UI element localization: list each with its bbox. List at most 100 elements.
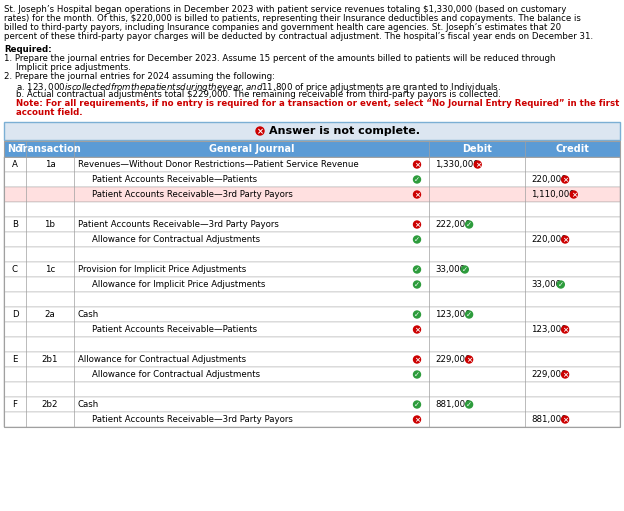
Text: Note: For all requirements, if no entry is required for a transaction or event, : Note: For all requirements, if no entry …: [16, 99, 620, 108]
Text: ✓: ✓: [414, 177, 420, 183]
Bar: [4, 292, 620, 307]
Text: ×: ×: [562, 237, 568, 243]
Bar: [4, 412, 620, 427]
Text: ✓: ✓: [466, 312, 472, 318]
Text: ×: ×: [562, 177, 568, 183]
Circle shape: [466, 311, 472, 318]
Text: ✓: ✓: [466, 222, 472, 228]
Text: ×: ×: [562, 372, 568, 378]
Bar: [4, 322, 620, 337]
Text: 1,110,000: 1,110,000: [531, 190, 575, 199]
Text: 2a: 2a: [45, 310, 56, 319]
Text: ✓: ✓: [558, 282, 564, 288]
Text: 222,000: 222,000: [435, 220, 470, 229]
Text: F: F: [12, 400, 17, 409]
Circle shape: [466, 221, 472, 228]
Text: ✓: ✓: [414, 267, 420, 273]
Text: Answer is not complete.: Answer is not complete.: [269, 126, 420, 136]
Text: B: B: [12, 220, 18, 229]
Text: ×: ×: [562, 327, 568, 333]
Text: Provision for Implicit Price Adjustments: Provision for Implicit Price Adjustments: [78, 265, 246, 274]
Circle shape: [562, 371, 568, 378]
Text: rates) for the month. Of this, $220,000 is billed to patients, representing thei: rates) for the month. Of this, $220,000 …: [4, 14, 581, 23]
Bar: [4, 337, 620, 352]
Bar: [4, 141, 620, 427]
Text: percent of these third-party payor charges will be deducted by contractual adjus: percent of these third-party payor charg…: [4, 32, 593, 41]
Text: Credit: Credit: [555, 144, 590, 154]
Bar: [4, 352, 620, 367]
Text: 220,000: 220,000: [531, 235, 567, 244]
Circle shape: [414, 401, 421, 408]
Text: account field.: account field.: [16, 108, 82, 117]
Bar: [4, 382, 620, 397]
Circle shape: [562, 236, 568, 243]
Circle shape: [414, 356, 421, 363]
Circle shape: [414, 266, 421, 273]
Circle shape: [414, 236, 421, 243]
Text: Patient Accounts Receivable—Patients: Patient Accounts Receivable—Patients: [92, 325, 257, 334]
Text: Allowance for Contractual Adjustments: Allowance for Contractual Adjustments: [92, 370, 260, 379]
Circle shape: [461, 266, 468, 273]
Text: 1,330,000: 1,330,000: [435, 160, 479, 169]
Text: ×: ×: [414, 327, 420, 333]
Text: 33,000: 33,000: [531, 280, 561, 289]
Text: E: E: [12, 355, 17, 364]
Text: 2b1: 2b1: [42, 355, 58, 364]
Text: 33,000: 33,000: [435, 265, 465, 274]
Text: ×: ×: [414, 162, 420, 168]
Circle shape: [466, 401, 472, 408]
Text: Patient Accounts Receivable—3rd Party Payors: Patient Accounts Receivable—3rd Party Pa…: [78, 220, 279, 229]
Circle shape: [414, 191, 421, 198]
Circle shape: [414, 221, 421, 228]
Text: 881,000: 881,000: [531, 415, 567, 424]
Bar: [4, 172, 620, 187]
Bar: [4, 187, 620, 202]
Text: Allowance for Contractual Adjustments: Allowance for Contractual Adjustments: [78, 355, 246, 364]
Text: 881,000: 881,000: [435, 400, 470, 409]
Bar: [4, 232, 620, 247]
Text: Cash: Cash: [78, 310, 99, 319]
Bar: [4, 367, 620, 382]
Text: b. Actual contractual adjustments total $229,000. The remaining receivable from : b. Actual contractual adjustments total …: [16, 90, 500, 99]
Text: ×: ×: [414, 192, 420, 198]
Circle shape: [256, 127, 264, 135]
Circle shape: [414, 281, 421, 288]
Bar: [4, 307, 620, 322]
Text: Patient Accounts Receivable—Patients: Patient Accounts Receivable—Patients: [92, 175, 257, 184]
Text: ×: ×: [466, 357, 472, 363]
Text: ✓: ✓: [414, 372, 420, 378]
Circle shape: [414, 311, 421, 318]
Bar: [4, 247, 620, 262]
Text: ×: ×: [414, 222, 420, 228]
Text: ×: ×: [570, 192, 577, 198]
Circle shape: [557, 281, 564, 288]
Text: 123,000: 123,000: [531, 325, 567, 334]
Bar: [4, 122, 620, 140]
Text: ×: ×: [475, 162, 480, 168]
Text: billed to third-party payors, including Insurance companies and government healt: billed to third-party payors, including …: [4, 23, 561, 32]
Text: ✓: ✓: [466, 402, 472, 408]
Text: ✓: ✓: [414, 402, 420, 408]
Circle shape: [414, 176, 421, 183]
Text: 220,000: 220,000: [531, 175, 567, 184]
Text: Required:: Required:: [4, 45, 52, 54]
Text: ×: ×: [414, 417, 420, 423]
Text: ✓: ✓: [414, 237, 420, 243]
Text: ✓: ✓: [462, 267, 468, 273]
Text: 229,000: 229,000: [435, 355, 470, 364]
Circle shape: [414, 161, 421, 168]
Text: Patient Accounts Receivable—3rd Party Payors: Patient Accounts Receivable—3rd Party Pa…: [92, 415, 293, 424]
Text: ×: ×: [256, 127, 263, 136]
Text: Allowance for Implicit Price Adjustments: Allowance for Implicit Price Adjustments: [92, 280, 265, 289]
Text: D: D: [12, 310, 18, 319]
Text: 1a: 1a: [45, 160, 56, 169]
Text: No: No: [7, 144, 22, 154]
Text: General Journal: General Journal: [209, 144, 295, 154]
Text: Debit: Debit: [462, 144, 492, 154]
Bar: [4, 262, 620, 277]
Text: a. $123,000 is collected from the patients during the year, and $11,800 of price: a. $123,000 is collected from the patien…: [16, 81, 501, 94]
Circle shape: [466, 356, 472, 363]
Text: Cash: Cash: [78, 400, 99, 409]
Bar: [4, 277, 620, 292]
Text: 123,000: 123,000: [435, 310, 470, 319]
